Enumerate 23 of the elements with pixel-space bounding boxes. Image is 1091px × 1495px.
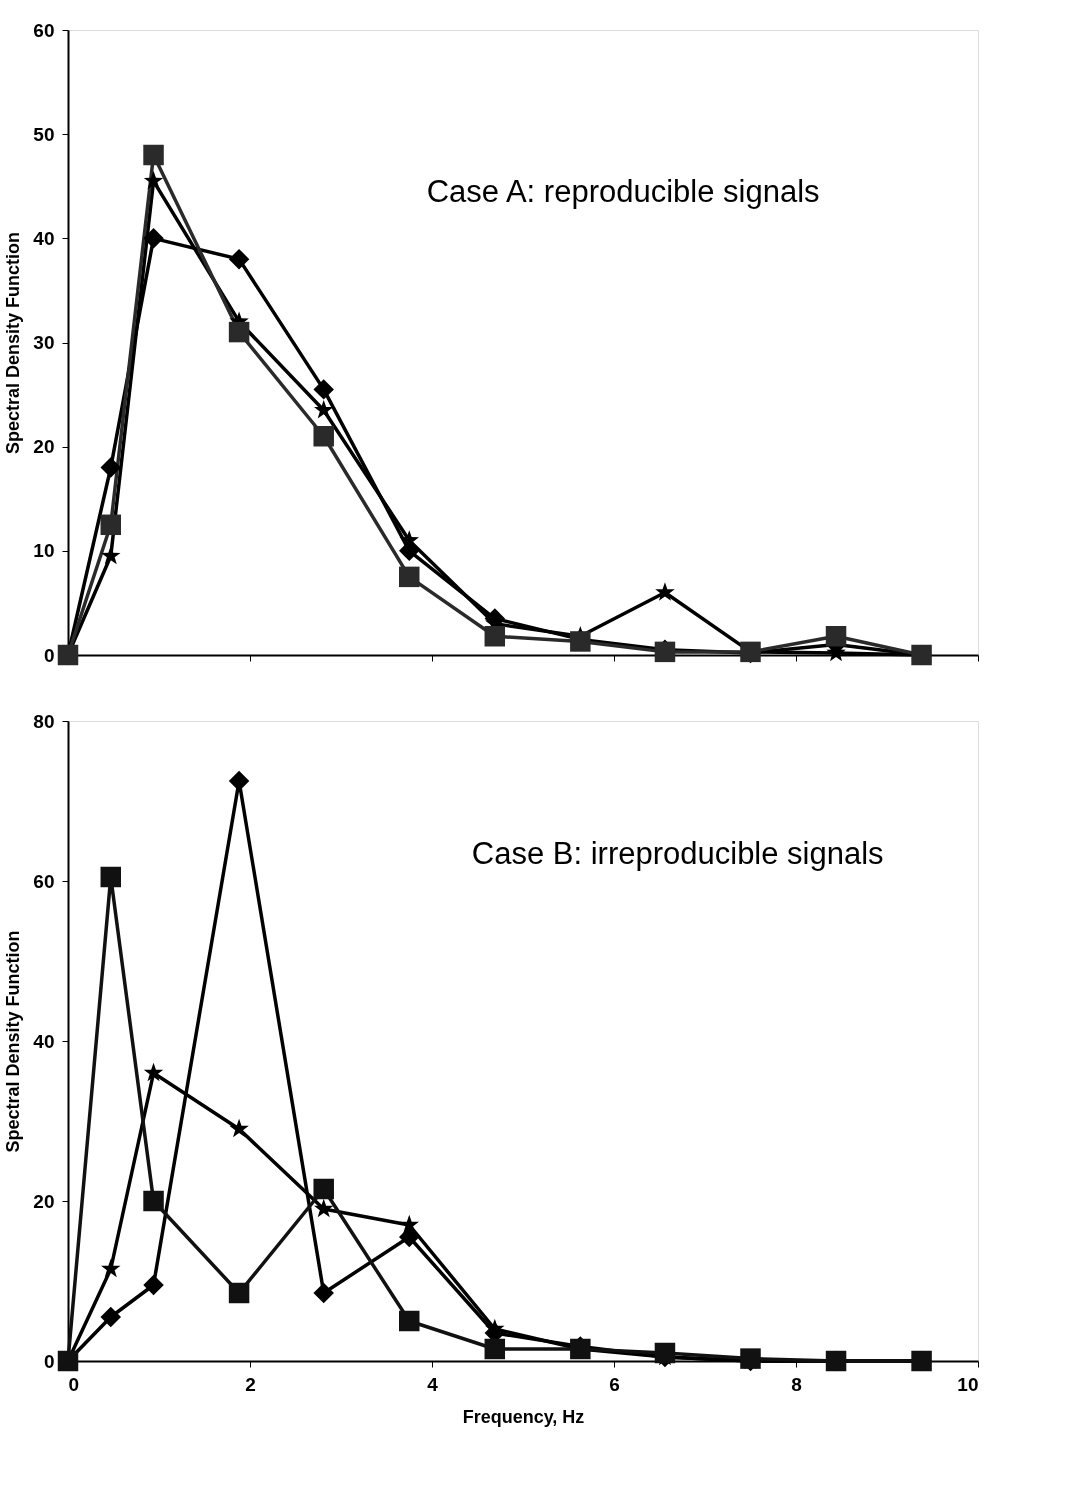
y-tick-label: 0 (43, 644, 55, 666)
x-axis-title: Frequency, Hz (462, 1406, 585, 1427)
x-tick-label: 8 (791, 1373, 802, 1395)
y-tick-label: 10 (33, 540, 55, 562)
x-tick-label: 4 (427, 1373, 439, 1395)
y-tick-label: 40 (33, 227, 55, 249)
annotation: Case B: irreproducible signals (471, 836, 884, 872)
y-tick-label: 60 (33, 870, 55, 892)
x-tick-label: 0 (68, 1373, 80, 1395)
y-tick-label: 0 (43, 1350, 55, 1372)
x-tick-label: 10 (957, 1373, 979, 1395)
x-tick-label: 2 (245, 1373, 256, 1395)
y-tick-label: 40 (33, 1030, 55, 1052)
annotation: Case A: reproducible signals (426, 173, 820, 209)
y-tick-label: 30 (33, 332, 55, 353)
y-axis-title: Spectral Density Function (3, 231, 24, 455)
y-axis-title: Spectral Density Function (3, 930, 24, 1153)
y-tick-label: 50 (33, 123, 55, 145)
y-tick-label: 80 (33, 710, 55, 732)
y-tick-label: 20 (33, 436, 55, 458)
y-tick-label: 60 (33, 19, 55, 41)
y-tick-label: 20 (33, 1190, 55, 1212)
x-tick-label: 6 (609, 1373, 620, 1395)
